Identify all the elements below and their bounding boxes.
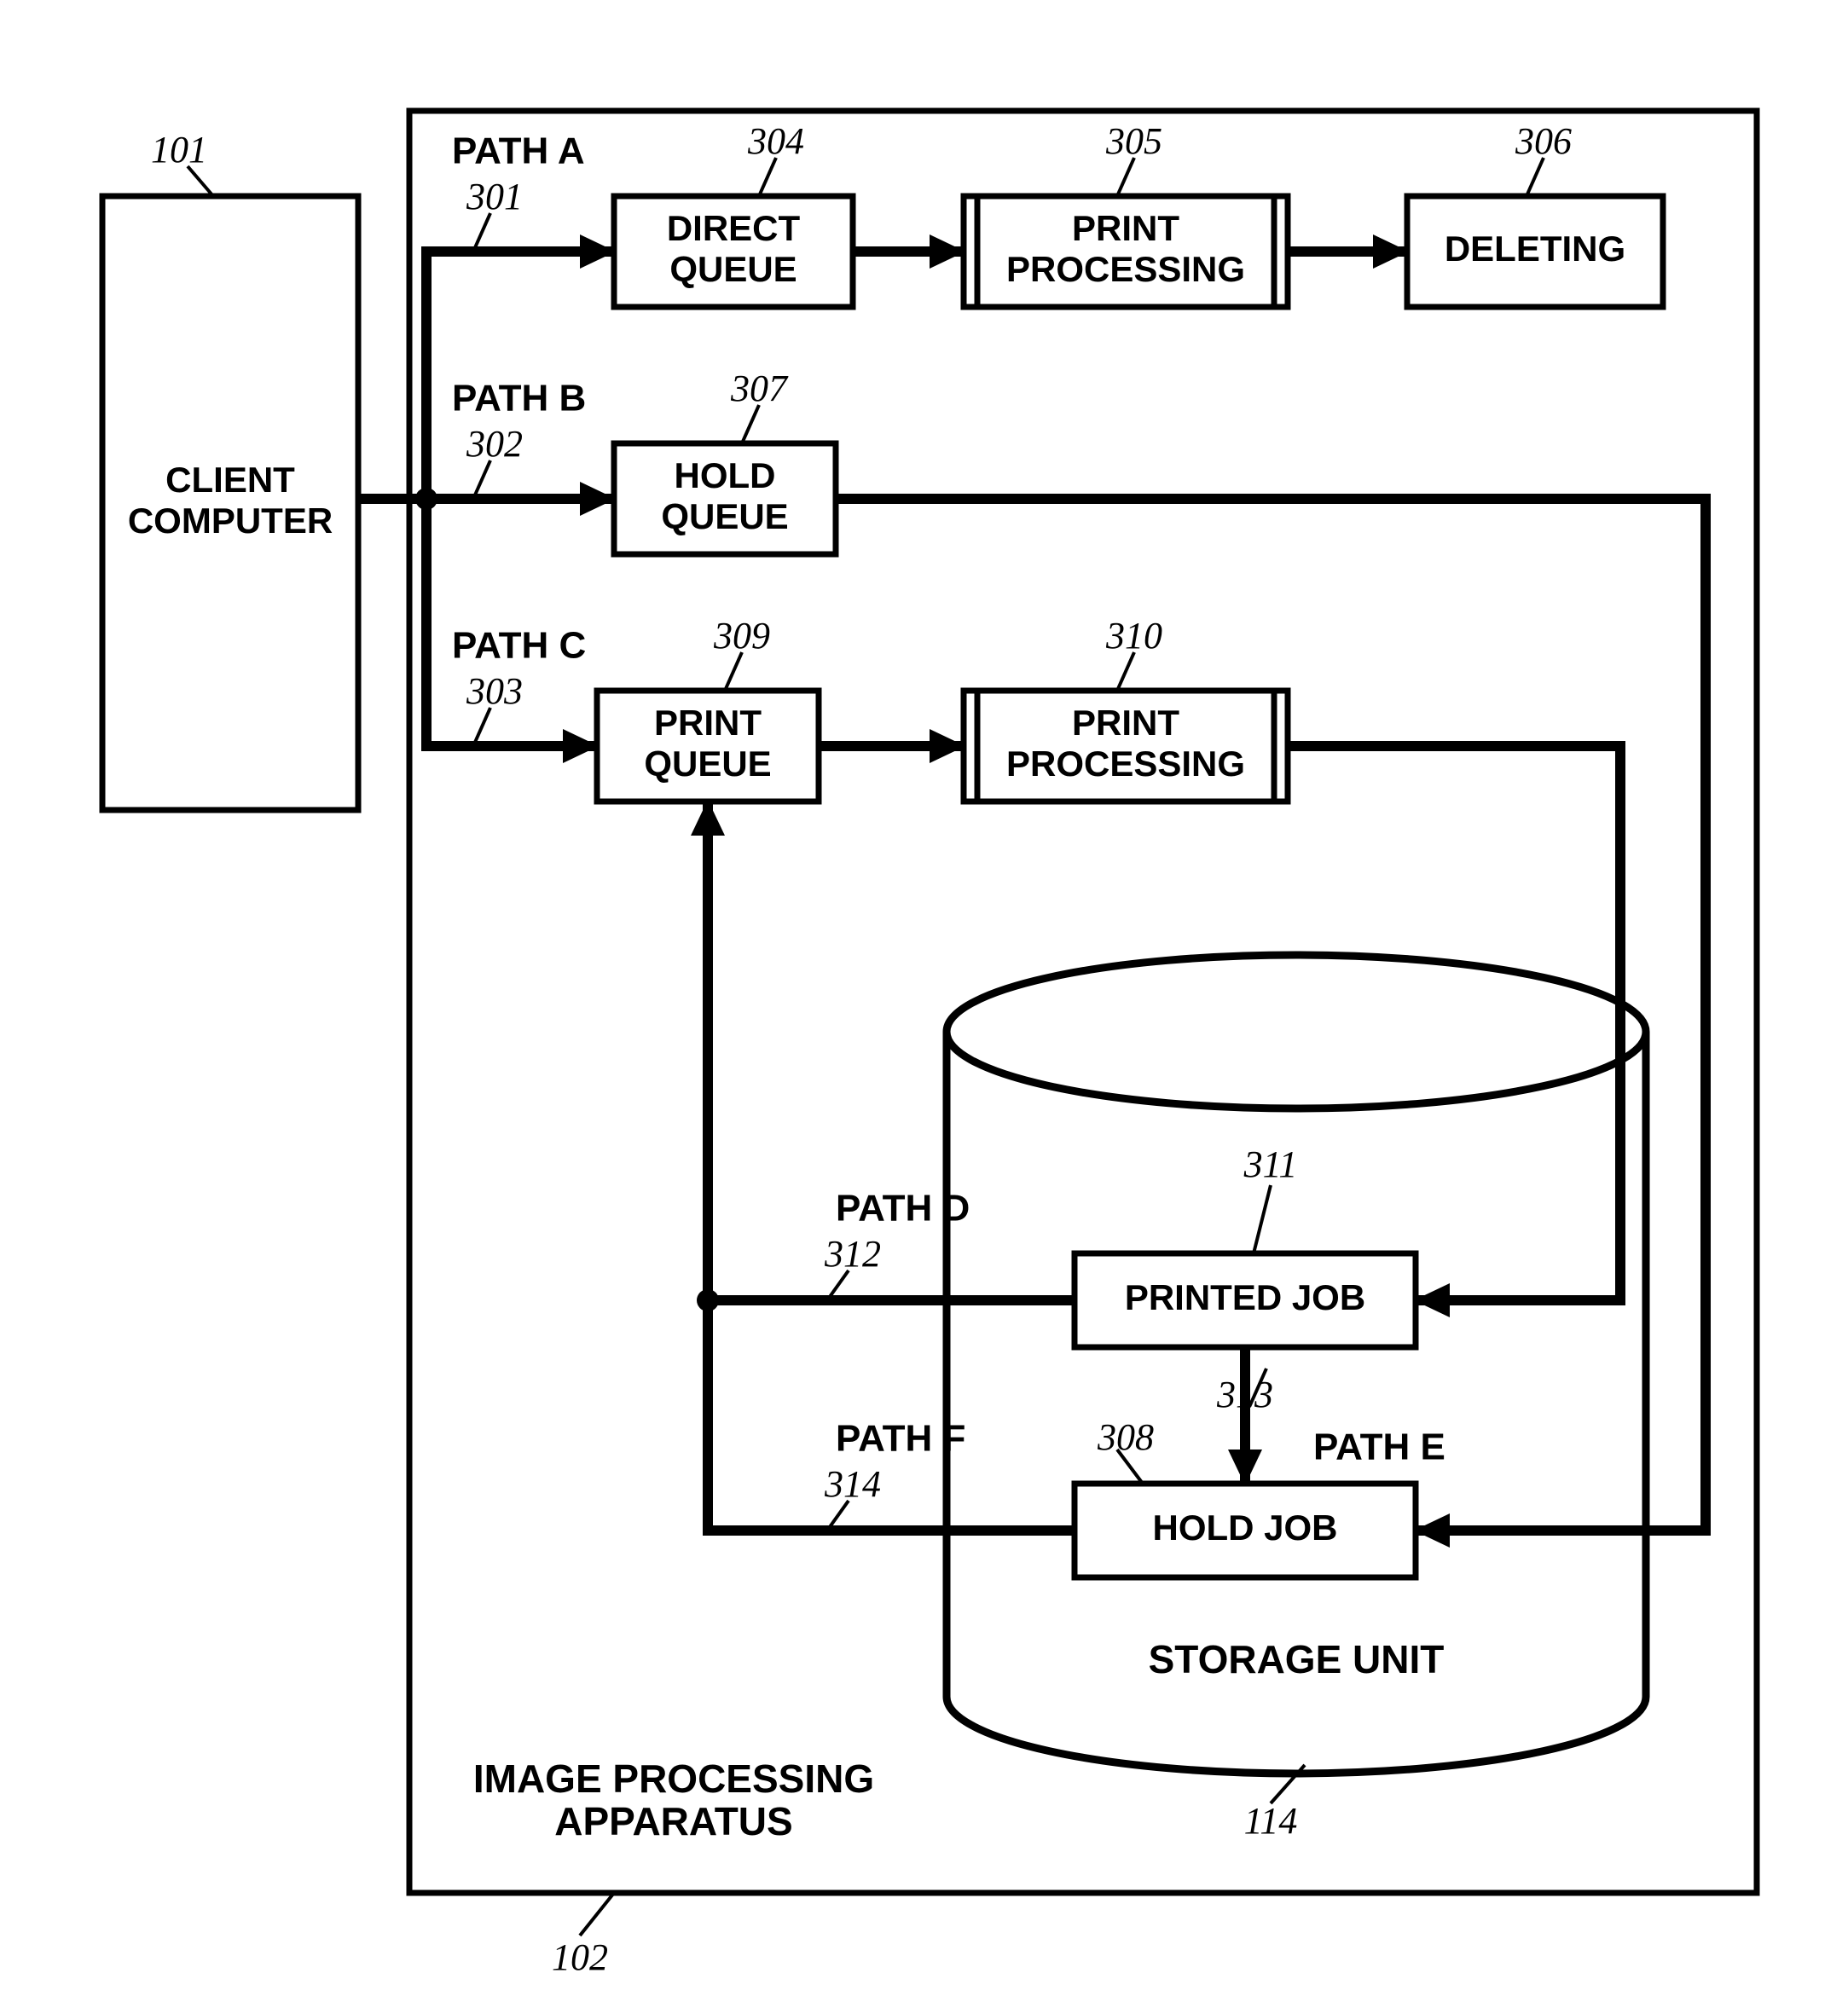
- svg-text:305: 305: [1105, 120, 1162, 162]
- svg-text:HOLD: HOLD: [675, 455, 776, 495]
- svg-text:313: 313: [1216, 1374, 1273, 1415]
- svg-text:QUEUE: QUEUE: [644, 744, 771, 784]
- svg-text:312: 312: [824, 1233, 881, 1275]
- storage-unit: [947, 955, 1646, 1108]
- diagram-root: CLIENTCOMPUTERDIRECTQUEUEPRINTPROCESSING…: [0, 0, 1848, 2008]
- svg-text:HOLD JOB: HOLD JOB: [1152, 1507, 1337, 1548]
- svg-text:PATH E: PATH E: [1313, 1426, 1445, 1468]
- svg-text:311: 311: [1243, 1143, 1298, 1185]
- svg-text:PATH A: PATH A: [452, 130, 585, 172]
- svg-text:QUEUE: QUEUE: [669, 249, 797, 289]
- svg-text:304: 304: [747, 120, 804, 162]
- hold-queue: HOLDQUEUE: [614, 443, 836, 554]
- svg-text:PROCESSING: PROCESSING: [1006, 249, 1245, 289]
- svg-text:DELETING: DELETING: [1445, 229, 1625, 269]
- svg-text:COMPUTER: COMPUTER: [128, 501, 333, 541]
- svg-text:STORAGE UNIT: STORAGE UNIT: [1149, 1637, 1445, 1681]
- svg-text:314: 314: [824, 1463, 881, 1505]
- svg-text:PATH D: PATH D: [836, 1188, 970, 1230]
- svg-text:302: 302: [466, 423, 523, 465]
- direct-queue: DIRECTQUEUE: [614, 196, 853, 307]
- print-processing2: PRINTPROCESSING: [964, 691, 1288, 801]
- svg-text:PRINT: PRINT: [654, 703, 762, 743]
- svg-text:PRINTED JOB: PRINTED JOB: [1125, 1277, 1365, 1317]
- svg-text:PATH B: PATH B: [452, 378, 586, 420]
- svg-text:PATH F: PATH F: [836, 1418, 965, 1460]
- svg-text:QUEUE: QUEUE: [661, 496, 788, 536]
- svg-text:309: 309: [713, 615, 770, 657]
- svg-text:307: 307: [730, 367, 789, 409]
- svg-text:303: 303: [466, 670, 523, 712]
- svg-text:301: 301: [466, 176, 523, 217]
- svg-text:PRINT: PRINT: [1072, 208, 1179, 248]
- svg-text:APPARATUS: APPARATUS: [554, 1799, 792, 1843]
- svg-text:310: 310: [1105, 615, 1162, 657]
- svg-text:308: 308: [1097, 1416, 1154, 1458]
- svg-text:PRINT: PRINT: [1072, 703, 1179, 743]
- print-queue: PRINTQUEUE: [597, 691, 819, 801]
- svg-text:306: 306: [1515, 120, 1572, 162]
- svg-text:102: 102: [552, 1936, 608, 1978]
- hold-job: HOLD JOB: [1075, 1484, 1416, 1577]
- print-processing1: PRINTPROCESSING: [964, 196, 1288, 307]
- svg-text:114: 114: [1244, 1800, 1298, 1842]
- svg-text:IMAGE PROCESSING: IMAGE PROCESSING: [473, 1756, 874, 1801]
- svg-text:CLIENT: CLIENT: [165, 460, 295, 500]
- svg-text:DIRECT: DIRECT: [667, 208, 801, 248]
- deleting: DELETING: [1407, 196, 1663, 307]
- printed-job: PRINTED JOB: [1075, 1253, 1416, 1347]
- svg-text:PATH C: PATH C: [452, 625, 586, 667]
- svg-text:101: 101: [151, 129, 207, 171]
- svg-text:PROCESSING: PROCESSING: [1006, 744, 1245, 784]
